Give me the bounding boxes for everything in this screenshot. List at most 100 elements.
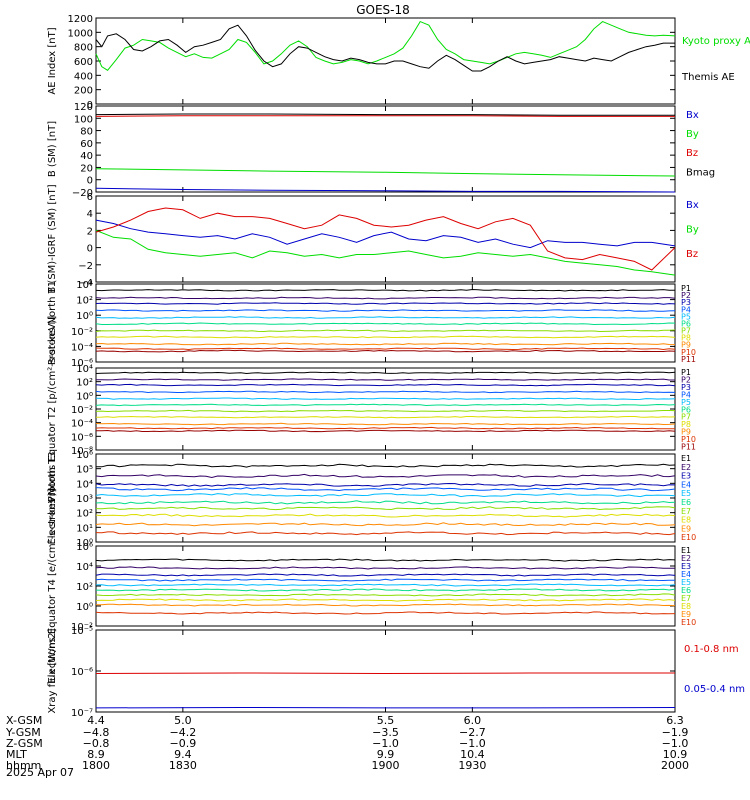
legend-e4: E4 <box>681 570 691 579</box>
series-line-by <box>95 229 676 276</box>
y-tick-label: 10⁰ <box>76 602 93 613</box>
legend-bz: Bz <box>686 148 698 159</box>
xaxis-value: −1.0 <box>372 737 399 750</box>
y-tick-label: 10⁵ <box>76 465 93 476</box>
y-tick-label: 0 <box>87 244 93 255</box>
y-tick-label: 40 <box>80 151 93 162</box>
series-line-bz <box>95 207 676 271</box>
y-tick-label: 10³ <box>76 494 93 505</box>
legend-p11: P11 <box>681 355 696 364</box>
xaxis-value: 10.4 <box>460 748 485 761</box>
legend-e3: E3 <box>681 472 691 481</box>
legend-e5: E5 <box>681 489 691 498</box>
xaxis-value: −2.7 <box>459 726 486 739</box>
legend-by: By <box>686 225 699 236</box>
xaxis-value: 1900 <box>372 759 400 772</box>
y-tick-label: 10⁻⁶ <box>71 358 93 369</box>
legend-p4: P4 <box>681 390 691 399</box>
legend-p1: P1 <box>681 368 691 377</box>
y-tick-label: −2 <box>78 261 93 272</box>
legend-p11: P11 <box>681 443 696 452</box>
series-line-e6 <box>95 588 676 592</box>
series-line-p10 <box>95 347 676 351</box>
legend-themis-ae: Themis AE <box>681 72 735 83</box>
xaxis-row-label-mlt: MLT <box>6 748 27 761</box>
xaxis-row-label-x-gsm: X-GSM <box>6 714 42 727</box>
y-tick-label: 10² <box>76 378 93 389</box>
series-line-p8 <box>95 335 676 339</box>
xaxis-row-label-y-gsm: Y-GSM <box>5 726 41 739</box>
legend-xray-short: 0.05-0.4 nm <box>684 684 745 695</box>
xaxis-row-label-z-gsm: Z-GSM <box>6 737 43 750</box>
y-tick-label: 1200 <box>68 14 93 25</box>
legend-p3: P3 <box>681 298 691 307</box>
panel-frame <box>95 195 676 283</box>
series-line-e8 <box>95 598 676 602</box>
y-tick-label: 10² <box>76 509 93 520</box>
y-tick-label: 4 <box>87 209 93 220</box>
panel-ee: 10⁻² 10⁰ 10² 10⁴ 10⁶ Electrons Equator T4 [e/… <box>47 488 696 683</box>
panel-pe: 10⁻⁸ 10⁻⁶ 10⁻⁴ 10⁻² 10⁰ 10² 10⁴ Protons Equator… <box>47 316 696 503</box>
series-line-p3 <box>95 383 676 387</box>
series-line-e2 <box>95 566 676 570</box>
series-line-p9 <box>95 422 676 426</box>
y-tick-label: 10⁻⁷ <box>71 708 93 719</box>
y-tick-label: 10¹ <box>76 523 93 534</box>
xaxis-value: −1.0 <box>662 737 689 750</box>
series-line-e9 <box>96 603 676 607</box>
series-line-p11 <box>95 349 676 353</box>
y-tick-label: 2 <box>87 226 93 237</box>
legend-p9: P9 <box>681 428 691 437</box>
y-axis-label: Electrons North T3 <box>47 451 58 544</box>
xaxis-value: 8.9 <box>87 748 105 761</box>
series-line-e3 <box>95 573 676 577</box>
y-tick-label: 10⁻⁴ <box>71 342 93 353</box>
y-axis-label: Protons North T1 <box>47 281 58 365</box>
series-line-kyoto-proxy-ae <box>95 20 676 71</box>
series-line-p4 <box>95 309 676 312</box>
xaxis-value: 10.9 <box>663 748 688 761</box>
xaxis-value: −3.5 <box>372 726 399 739</box>
legend-e5: E5 <box>681 578 691 587</box>
panel-frame <box>95 105 676 193</box>
plot-title: GOES-18 <box>356 3 410 17</box>
legend-p5: P5 <box>681 398 691 407</box>
y-tick-label: 80 <box>80 127 93 138</box>
legend-e9: E9 <box>681 610 691 619</box>
y-tick-label: 10⁻⁴ <box>71 419 93 430</box>
y-tick-label: 0 <box>87 100 93 111</box>
legend-p9: P9 <box>681 341 691 350</box>
panel-frame <box>95 629 676 713</box>
legend-e3: E3 <box>681 562 691 571</box>
y-tick-label: 10⁴ <box>76 479 93 490</box>
xaxis-value: 2000 <box>661 759 689 772</box>
legend-e6: E6 <box>681 586 691 595</box>
y-tick-label: 10⁻² <box>71 405 93 416</box>
legend-bmag: Bmag <box>686 167 715 178</box>
xaxis-value: 1830 <box>169 759 197 772</box>
y-tick-label: 10⁶ <box>76 450 93 461</box>
series-line-bx <box>95 219 676 249</box>
y-tick-label: 400 <box>74 71 93 82</box>
panel-xray: 10⁻⁷ 10⁻⁶ 10⁻⁵ Xray flux [W/m2] 0.1-0.8 nm 0.… <box>47 626 745 719</box>
y-tick-label: 200 <box>74 86 93 97</box>
date-label: 2025 Apr 07 <box>6 766 74 779</box>
series-line-e10 <box>95 531 676 536</box>
series-line-e4 <box>95 578 675 582</box>
xaxis-value: 1800 <box>82 759 110 772</box>
y-tick-label: 10⁻² <box>71 327 93 338</box>
xaxis-value: 5.0 <box>174 714 192 727</box>
series-line-p5 <box>95 316 676 319</box>
xaxis-row-label-hhmm: hhmm <box>6 759 41 772</box>
legend-e9: E9 <box>681 524 691 533</box>
y-axis-label: Xray flux [W/m2] <box>47 628 58 713</box>
legend-p8: P8 <box>681 420 691 429</box>
y-tick-label: 60 <box>80 139 93 150</box>
legend-bx: Bx <box>686 110 699 121</box>
y-tick-label: 10⁴ <box>76 364 93 375</box>
legend-p6: P6 <box>681 319 691 328</box>
